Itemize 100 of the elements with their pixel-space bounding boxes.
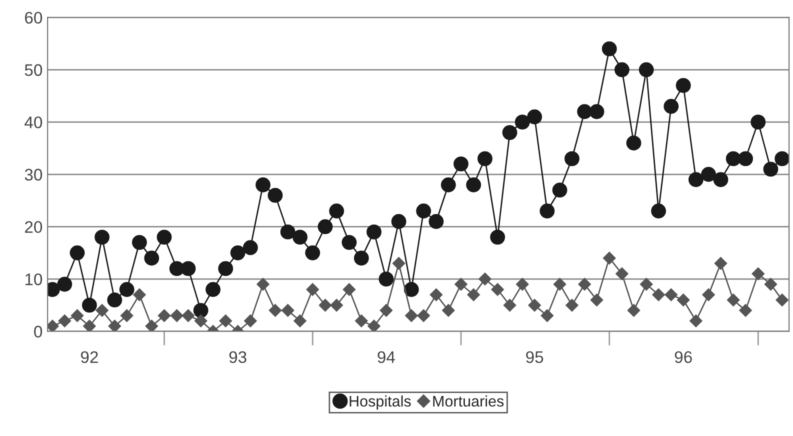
point bbox=[713, 172, 728, 188]
y-tick-label: 0 bbox=[34, 326, 42, 338]
point bbox=[514, 114, 530, 130]
point bbox=[528, 298, 541, 312]
point bbox=[714, 256, 728, 270]
point bbox=[256, 278, 270, 291]
point bbox=[726, 294, 740, 306]
point bbox=[329, 204, 344, 218]
point bbox=[292, 230, 308, 245]
point bbox=[70, 309, 84, 322]
y-tick-label: 60 bbox=[25, 12, 42, 24]
point bbox=[627, 304, 640, 317]
point bbox=[614, 62, 630, 78]
point bbox=[752, 267, 765, 280]
point bbox=[404, 309, 418, 322]
point bbox=[577, 104, 592, 120]
point bbox=[180, 261, 196, 276]
x-tick-label: 94 bbox=[378, 351, 395, 364]
point bbox=[602, 252, 616, 265]
point bbox=[553, 278, 566, 291]
point bbox=[244, 314, 257, 328]
point bbox=[57, 276, 72, 292]
point bbox=[268, 188, 283, 203]
point bbox=[540, 309, 554, 322]
point bbox=[739, 304, 752, 317]
point bbox=[688, 172, 704, 188]
point bbox=[590, 294, 604, 306]
point bbox=[763, 162, 778, 177]
point bbox=[144, 250, 160, 266]
point bbox=[230, 245, 246, 260]
point bbox=[416, 204, 432, 218]
point bbox=[478, 272, 492, 286]
point bbox=[281, 304, 294, 317]
point bbox=[119, 282, 134, 297]
y-tick-label: 50 bbox=[24, 64, 42, 76]
point bbox=[442, 304, 455, 317]
point bbox=[391, 214, 406, 229]
point bbox=[108, 320, 122, 332]
point bbox=[502, 125, 518, 140]
point bbox=[589, 104, 604, 120]
legend-label: Hospitals bbox=[350, 395, 411, 410]
point bbox=[354, 314, 368, 328]
point bbox=[651, 204, 666, 218]
point bbox=[738, 151, 754, 166]
point bbox=[242, 240, 258, 256]
point bbox=[417, 309, 430, 322]
x-tick-label: 95 bbox=[526, 351, 544, 364]
point bbox=[652, 288, 665, 302]
point bbox=[107, 292, 122, 308]
point bbox=[540, 204, 555, 218]
point bbox=[726, 151, 741, 166]
point bbox=[701, 166, 716, 182]
point bbox=[454, 278, 468, 291]
y-tick-label: 30 bbox=[24, 168, 42, 181]
point bbox=[664, 288, 678, 302]
point bbox=[82, 298, 97, 313]
point bbox=[318, 298, 332, 312]
point bbox=[306, 283, 320, 296]
point bbox=[702, 288, 715, 302]
point bbox=[206, 282, 220, 297]
point bbox=[640, 278, 653, 291]
point bbox=[676, 78, 691, 93]
point bbox=[626, 136, 642, 150]
point bbox=[368, 320, 380, 332]
point bbox=[354, 250, 369, 266]
point bbox=[764, 278, 778, 291]
point bbox=[564, 151, 580, 166]
point bbox=[120, 309, 134, 322]
point bbox=[690, 314, 702, 328]
point bbox=[132, 234, 147, 250]
point bbox=[428, 214, 444, 229]
point bbox=[342, 234, 357, 250]
point bbox=[440, 177, 456, 192]
point bbox=[218, 261, 234, 276]
point bbox=[404, 282, 419, 297]
point bbox=[466, 177, 482, 192]
point bbox=[602, 41, 617, 56]
point bbox=[94, 230, 110, 245]
point bbox=[676, 294, 690, 306]
point bbox=[193, 302, 208, 318]
point bbox=[294, 314, 306, 328]
point bbox=[342, 283, 356, 296]
point bbox=[145, 320, 158, 332]
point bbox=[156, 230, 172, 245]
point bbox=[158, 309, 171, 322]
point bbox=[58, 314, 72, 328]
legend-label: Mortuaries bbox=[433, 395, 504, 407]
point bbox=[194, 314, 208, 328]
point bbox=[638, 62, 654, 78]
point bbox=[527, 109, 542, 124]
point bbox=[96, 304, 108, 317]
point bbox=[776, 294, 789, 306]
point bbox=[430, 288, 443, 302]
point bbox=[366, 224, 382, 240]
x-tick-label: 96 bbox=[674, 351, 692, 364]
point bbox=[268, 304, 282, 317]
point bbox=[380, 304, 393, 317]
point bbox=[490, 230, 506, 245]
point bbox=[318, 219, 333, 234]
point bbox=[774, 151, 790, 166]
